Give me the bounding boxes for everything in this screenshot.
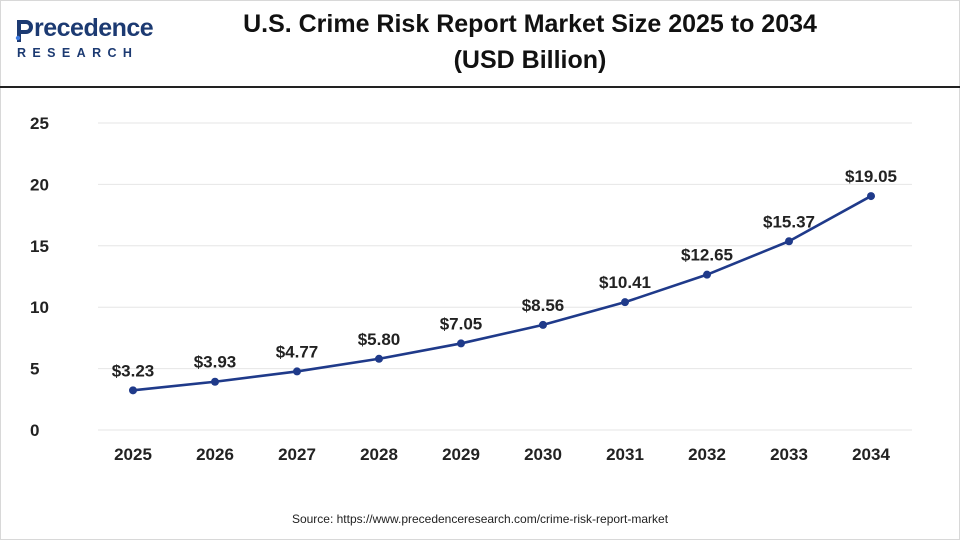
x-tick-label: 2030 xyxy=(524,445,562,464)
data-point xyxy=(293,367,301,376)
series-line xyxy=(132,194,872,392)
data-point xyxy=(621,298,629,307)
x-tick-label: 2033 xyxy=(770,445,808,464)
data-point xyxy=(129,386,137,395)
x-tick-label: 2027 xyxy=(278,445,316,464)
x-tick-label: 2031 xyxy=(606,445,644,464)
x-tick-label: 2025 xyxy=(114,445,152,464)
x-tick-label: 2034 xyxy=(852,445,890,464)
data-label: $7.05 xyxy=(440,314,483,333)
data-label: $5.80 xyxy=(358,330,401,349)
y-tick-label: 20 xyxy=(30,175,49,194)
logo-brand-text: recedence xyxy=(34,14,154,42)
data-label: $19.05 xyxy=(845,167,897,186)
data-label: $8.56 xyxy=(522,296,565,315)
data-label: $10.41 xyxy=(599,273,651,292)
y-tick-label: 15 xyxy=(30,237,49,256)
data-label: $3.93 xyxy=(194,353,237,372)
chart-title-line1: U.S. Crime Risk Report Market Size 2025 … xyxy=(243,10,817,38)
x-tick-label: 2032 xyxy=(688,445,726,464)
logo-sub-text: RESEARCH xyxy=(17,46,139,60)
data-label: $12.65 xyxy=(681,246,733,265)
x-tick-label: 2026 xyxy=(196,445,234,464)
x-tick-label: 2028 xyxy=(360,445,398,464)
y-tick-label: 0 xyxy=(30,421,39,440)
y-tick-label: 25 xyxy=(30,114,49,133)
data-point xyxy=(539,320,547,329)
data-point xyxy=(703,270,711,279)
data-label: $15.37 xyxy=(763,212,815,231)
data-label: $4.77 xyxy=(276,342,319,361)
data-point xyxy=(457,339,465,348)
header: recedence RESEARCH U.S. Crime Risk Repor… xyxy=(0,0,960,88)
logo-p-icon xyxy=(15,20,33,42)
x-tick-label: 2029 xyxy=(442,445,480,464)
data-point xyxy=(211,377,219,386)
source-text: Source: https://www.precedenceresearch.c… xyxy=(291,512,669,526)
y-tick-label: 10 xyxy=(30,298,49,317)
chart-title: U.S. Crime Risk Report Market Size 2025 … xyxy=(200,6,860,78)
y-tick-label: 5 xyxy=(30,360,39,379)
chart-title-line2: (USD Billion) xyxy=(453,46,607,74)
data-point xyxy=(375,354,383,363)
data-label: $3.23 xyxy=(112,361,155,380)
data-point xyxy=(867,192,875,201)
data-point xyxy=(785,237,793,246)
precedence-research-logo: recedence RESEARCH xyxy=(14,14,164,64)
